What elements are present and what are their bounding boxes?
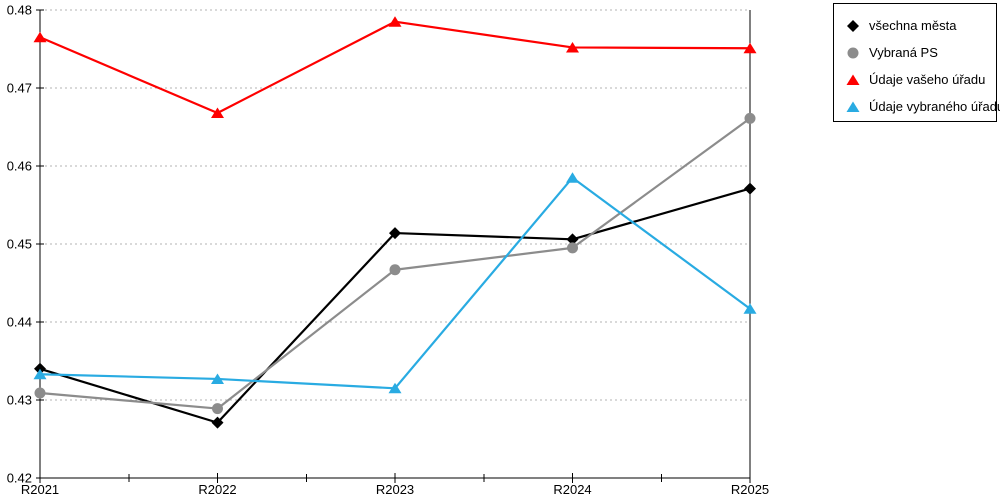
legend-item-label: Údaje vašeho úřadu — [869, 72, 986, 87]
legend-item-udaje-vaseho-uradu: Údaje vašeho úřadu — [845, 66, 996, 93]
circle-marker-icon — [847, 47, 859, 58]
svg-text:0.42: 0.42 — [7, 471, 32, 486]
legend-item-label: Údaje vybraného úřadu — [869, 99, 1000, 114]
triangle-marker-icon — [846, 74, 860, 85]
svg-text:R2025: R2025 — [731, 482, 769, 497]
svg-text:0.48: 0.48 — [7, 3, 32, 18]
triangle-marker-icon — [846, 101, 860, 112]
diamond-marker-icon — [847, 19, 859, 32]
svg-text:0.46: 0.46 — [7, 159, 32, 174]
svg-text:0.44: 0.44 — [7, 315, 32, 330]
legend-item-label: všechna města — [869, 18, 957, 33]
legend-item-vybrana-ps: Vybraná PS — [845, 39, 996, 66]
svg-text:0.47: 0.47 — [7, 81, 32, 96]
legend-item-udaje-vybraneho-uradu: Údaje vybraného úřadu — [845, 93, 1000, 120]
svg-text:R2024: R2024 — [553, 482, 591, 497]
svg-text:R2022: R2022 — [198, 482, 236, 497]
svg-text:0.45: 0.45 — [7, 237, 32, 252]
chart-legend: všechna města Vybraná PS Údaje vašeho úř… — [833, 3, 1000, 122]
legend-item-vsechna-mesta: všechna města — [845, 12, 996, 39]
svg-text:0.43: 0.43 — [7, 393, 32, 408]
legend-item-label: Vybraná PS — [869, 45, 938, 60]
svg-text:R2023: R2023 — [376, 482, 414, 497]
svg-text:R2021: R2021 — [21, 482, 59, 497]
